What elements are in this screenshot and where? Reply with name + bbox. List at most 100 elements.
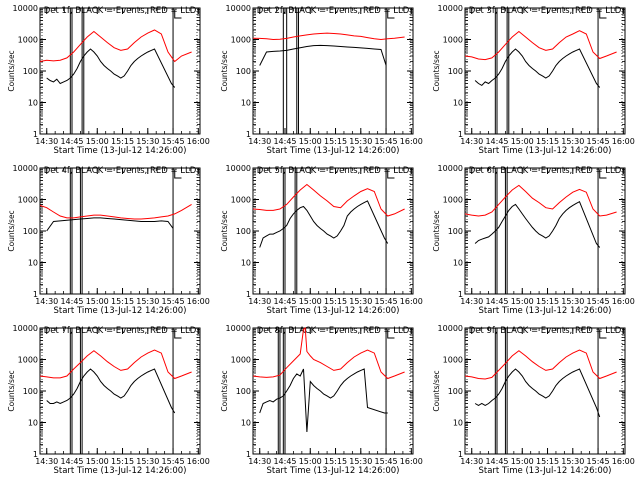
y-tick-label: 10000 (13, 4, 38, 13)
x-tick-label: 16:00 (612, 137, 635, 146)
x-tick-label: 15:00 (299, 457, 322, 466)
y-tick-label: 10 (241, 99, 251, 108)
x-axis-label: Start Time (13-Jul-12 14:26:00) (54, 146, 187, 156)
y-tick-label: 100 (23, 67, 38, 76)
x-tick-label: 15:00 (299, 137, 322, 146)
y-tick-label: 1 (246, 450, 251, 459)
y-tick-label: 1 (246, 290, 251, 299)
x-tick-label: 15:30 (349, 297, 372, 306)
chart-title: Det 2f, BLACK = Events, RED = LLD (257, 6, 410, 16)
chart-title: Det 5f, BLACK = Events, RED = LLD (257, 166, 410, 176)
y-tick-label: 10 (28, 259, 38, 268)
x-tick-label: 15:45 (162, 137, 185, 146)
chart-title: Det 3f, BLACK = Events, RED = LLD (469, 6, 622, 16)
panel-det-5: Det 5f, BLACK = Events, RED = LLD 1 10 100 1… (220, 164, 423, 316)
y-tick-label: 1 (458, 450, 463, 459)
x-tick-label: 15:15 (536, 297, 559, 306)
x-tick-label: 15:45 (162, 297, 185, 306)
y-tick-label: 10 (453, 99, 463, 108)
series-line-black (46, 368, 176, 414)
y-tick-label: 100 (448, 387, 463, 396)
x-tick-label: 14:30 (460, 457, 483, 466)
panel-det-6: Det 6f, BLACK = Events, RED = LLD 1 10 100 1… (432, 164, 635, 316)
corner-marker (174, 10, 182, 19)
x-tick-label: 14:45 (485, 457, 508, 466)
series-line-black (474, 368, 601, 418)
x-tick-label: 15:15 (324, 137, 347, 146)
series-line-black (474, 201, 601, 248)
y-tick-label: 1000 (443, 356, 463, 365)
x-tick-label: 15:15 (324, 297, 347, 306)
y-tick-label: 1 (33, 450, 38, 459)
x-tick-label: 15:00 (511, 457, 534, 466)
series-line-red (39, 349, 192, 380)
x-tick-label: 15:15 (536, 137, 559, 146)
y-tick-label: 1000 (18, 356, 38, 365)
chart-title: Det 7f, BLACK = Events, RED = LLD (44, 326, 197, 336)
series-line-red (252, 326, 405, 380)
panel-det-2: Det 2f, BLACK = Events, RED = LLD 1 10 100 1… (220, 4, 423, 156)
x-tick-label: 14:30 (35, 137, 58, 146)
y-axis-label: Counts/sec (7, 50, 16, 91)
x-tick-label: 15:00 (299, 297, 322, 306)
y-tick-label: 10000 (226, 164, 251, 173)
x-tick-label: 15:45 (587, 457, 610, 466)
corner-marker (387, 330, 395, 339)
y-axis-label: Counts/sec (220, 50, 229, 91)
x-tick-label: 14:30 (35, 457, 58, 466)
x-tick-label: 16:00 (187, 457, 210, 466)
series-line-black (46, 48, 176, 88)
y-axis-label: Counts/sec (432, 210, 441, 251)
x-tick-label: 14:30 (35, 297, 58, 306)
y-tick-label: 100 (23, 227, 38, 236)
chart-title: Det 4f, BLACK = Events, RED = LLD (44, 166, 197, 176)
panel-det-7: Det 7f, BLACK = Events, RED = LLD 1 10 100 1… (7, 324, 210, 476)
x-tick-label: 15:30 (561, 137, 584, 146)
x-tick-label: 15:30 (136, 137, 159, 146)
y-tick-label: 1 (33, 130, 38, 139)
y-tick-label: 10000 (226, 4, 251, 13)
x-tick-label: 16:00 (612, 297, 635, 306)
series-line-red (39, 203, 192, 220)
corner-marker (174, 330, 182, 339)
y-tick-label: 100 (448, 227, 463, 236)
x-tick-label: 15:30 (561, 297, 584, 306)
x-tick-label: 15:45 (587, 297, 610, 306)
corner-marker (174, 170, 182, 179)
y-tick-label: 10 (453, 419, 463, 428)
x-tick-label: 14:45 (273, 297, 296, 306)
x-tick-label: 16:00 (612, 457, 635, 466)
y-tick-label: 1000 (231, 36, 251, 45)
series-line-red (252, 183, 405, 217)
chart-title: Det 1f, BLACK = Events, RED = LLD (44, 6, 197, 16)
x-tick-label: 15:00 (86, 297, 109, 306)
y-tick-label: 10000 (13, 164, 38, 173)
x-tick-label: 15:00 (86, 457, 109, 466)
plot-frame (464, 7, 626, 135)
y-axis-label: Counts/sec (7, 370, 16, 411)
x-tick-label: 14:45 (485, 137, 508, 146)
x-tick-label: 15:45 (375, 457, 398, 466)
x-axis-label: Start Time (13-Jul-12 14:26:00) (479, 466, 612, 476)
x-tick-label: 15:45 (162, 457, 185, 466)
x-tick-label: 16:00 (187, 297, 210, 306)
corner-marker (599, 330, 607, 339)
x-tick-label: 15:15 (111, 137, 134, 146)
panel-det-4: Det 4f, BLACK = Events, RED = LLD 1 10 100 1… (7, 164, 210, 316)
x-tick-label: 15:45 (375, 297, 398, 306)
x-tick-label: 14:45 (273, 137, 296, 146)
series-line-black (46, 217, 174, 232)
x-tick-label: 15:45 (587, 137, 610, 146)
y-tick-label: 10 (453, 259, 463, 268)
chart-title: Det 8f, BLACK = Events, RED = LLD (257, 326, 410, 336)
y-tick-label: 10 (241, 419, 251, 428)
y-tick-label: 1 (458, 290, 463, 299)
y-tick-label: 1000 (18, 36, 38, 45)
series-line-black (474, 48, 601, 88)
y-tick-label: 1000 (443, 36, 463, 45)
y-tick-label: 10 (28, 419, 38, 428)
y-tick-label: 1000 (18, 196, 38, 205)
x-tick-label: 14:45 (60, 457, 83, 466)
plot-frame (252, 7, 414, 135)
y-tick-label: 10000 (438, 324, 463, 333)
